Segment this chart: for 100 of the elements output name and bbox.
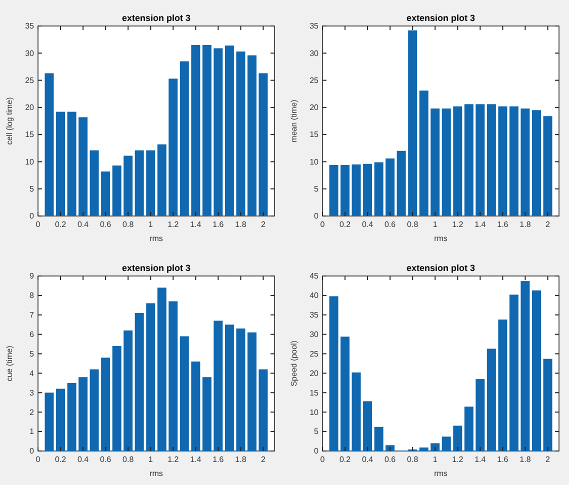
x-tick-label: 2 — [261, 220, 266, 229]
y-tick-label: 0 — [314, 446, 320, 456]
x-tick-label: 0 — [36, 220, 41, 229]
y-tick-label: 25 — [310, 76, 320, 85]
bar — [78, 377, 88, 451]
x-tick-label: 1.8 — [235, 220, 247, 229]
x-tick-label: 0.4 — [362, 220, 374, 229]
y-tick-label: 15 — [25, 130, 35, 140]
bar — [329, 296, 338, 451]
bar — [509, 106, 518, 216]
bar — [44, 73, 54, 216]
bar — [363, 401, 372, 451]
bar — [520, 108, 530, 216]
bar — [157, 288, 166, 451]
x-tick-label: 1.6 — [212, 220, 224, 229]
bar — [352, 372, 361, 451]
bar — [520, 281, 530, 451]
x-tick-label: 1 — [148, 220, 154, 229]
bar — [124, 330, 133, 451]
bar — [191, 362, 200, 451]
y-axis-title: cell (log time) — [5, 96, 14, 145]
x-axis-title: rms — [150, 234, 163, 243]
bar — [202, 377, 212, 451]
x-tick-label: 1.6 — [212, 455, 224, 464]
bar — [442, 436, 451, 451]
x-tick-label: 1.8 — [520, 455, 532, 464]
x-tick-label: 1 — [148, 455, 154, 464]
chart-title: extension plot 3 — [122, 263, 191, 273]
x-tick-label: 0.2 — [54, 220, 67, 229]
y-tick-label: 40 — [310, 291, 320, 300]
bar — [453, 426, 462, 451]
y-tick-label: 6 — [30, 330, 35, 339]
bar — [464, 406, 474, 451]
bar — [224, 46, 234, 216]
bar — [247, 332, 256, 451]
y-tick-label: 25 — [310, 349, 320, 358]
y-tick-label: 8 — [30, 291, 35, 300]
x-tick-label: 1.4 — [190, 455, 202, 464]
bar — [112, 346, 122, 451]
y-tick-label: 45 — [310, 272, 320, 281]
y-tick-label: 30 — [310, 48, 320, 58]
bar — [191, 45, 200, 216]
bar — [374, 162, 384, 216]
x-tick-label: 1.2 — [168, 455, 180, 464]
bar — [486, 104, 496, 216]
y-tick-label: 10 — [25, 157, 35, 166]
x-tick-label: 1.6 — [497, 455, 509, 464]
bar — [532, 290, 541, 451]
x-tick-label: 0 — [36, 455, 41, 464]
bar — [340, 164, 350, 216]
bar — [134, 150, 144, 216]
x-tick-label: 0.2 — [54, 455, 67, 464]
bar — [453, 106, 462, 216]
x-tick-label: 1.2 — [168, 220, 180, 229]
y-tick-label: 7 — [30, 310, 35, 320]
y-axis-title: cue (time) — [5, 345, 14, 382]
bar — [408, 30, 418, 216]
y-tick-label: 35 — [310, 22, 320, 31]
x-tick-label: 2 — [546, 220, 551, 229]
y-tick-label: 3 — [30, 388, 35, 398]
bar — [214, 48, 223, 216]
y-tick-label: 2 — [30, 408, 35, 417]
y-tick-label: 1 — [30, 427, 35, 436]
bar — [224, 324, 234, 451]
y-tick-label: 4 — [30, 368, 35, 378]
x-tick-label: 0.8 — [407, 455, 419, 464]
bar — [236, 328, 246, 451]
x-tick-label: 1.8 — [520, 220, 532, 229]
bar — [430, 108, 440, 216]
bar — [236, 52, 246, 216]
x-tick-label: 0 — [320, 220, 326, 229]
x-tick-label: 1.6 — [497, 220, 509, 229]
bar — [168, 78, 178, 216]
bar — [180, 61, 189, 216]
bar — [498, 320, 508, 451]
x-tick-label: 0.4 — [77, 455, 90, 464]
x-tick-label: 1.2 — [452, 455, 464, 464]
y-tick-label: 15 — [310, 388, 320, 398]
x-tick-label: 0.8 — [407, 220, 419, 229]
x-tick-label: 1.2 — [452, 220, 464, 229]
bar — [532, 110, 541, 216]
bar — [486, 348, 496, 451]
x-tick-label: 0.2 — [339, 455, 352, 464]
bar — [78, 117, 88, 216]
bar — [56, 112, 66, 216]
bar — [430, 443, 440, 451]
bar — [112, 166, 122, 216]
x-tick-label: 0.6 — [384, 455, 396, 464]
bar — [419, 448, 428, 451]
y-tick-label: 5 — [314, 427, 320, 436]
bar — [543, 358, 552, 451]
bar — [498, 106, 508, 216]
bar — [56, 388, 66, 451]
bar — [247, 55, 256, 216]
x-axis-title: rms — [434, 234, 448, 243]
bar — [90, 369, 99, 451]
x-tick-label: 0.6 — [100, 455, 112, 464]
bar — [168, 301, 178, 451]
bar — [258, 369, 268, 451]
x-tick-label: 0.4 — [77, 220, 90, 229]
